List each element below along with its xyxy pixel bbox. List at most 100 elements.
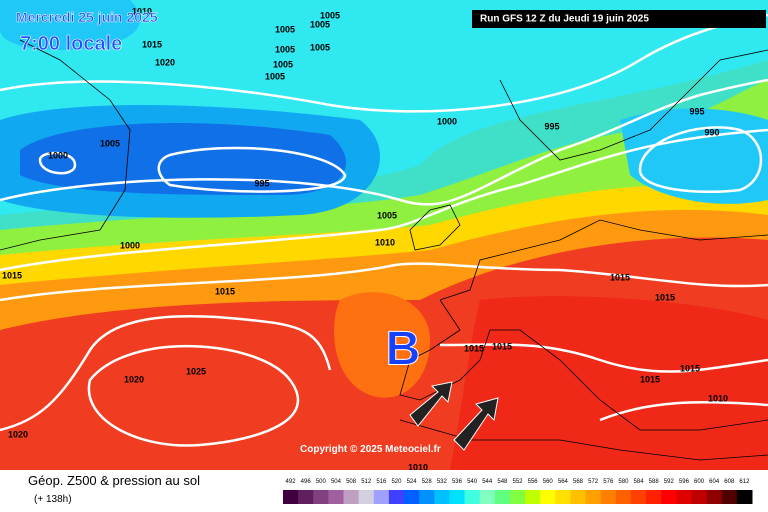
colorbar-swatch	[283, 490, 299, 504]
colorbar-label: 592	[664, 479, 675, 485]
colorbar-swatch	[328, 490, 345, 504]
colorbar-label: 524	[407, 479, 418, 485]
isobar	[439, 343, 768, 373]
colorbar-label: 504	[331, 479, 342, 485]
legend-title: Géop. Z500 & pression au sol	[28, 473, 200, 488]
coastline	[439, 219, 768, 301]
field-light-blue	[0, 0, 141, 50]
map: B 1010 1005101510201005100510051005100510…	[0, 0, 768, 472]
isobar-label: 1010	[708, 393, 728, 403]
colorbar-swatch	[646, 490, 662, 504]
colorbar-label: 544	[482, 479, 493, 485]
colorbar-swatch	[464, 490, 481, 504]
colorbar-label: 580	[618, 479, 629, 485]
colorbar-swatch	[358, 490, 375, 504]
isobar-label: 1015	[655, 292, 675, 302]
colorbar-label: 564	[558, 479, 569, 485]
isobar-label: 1000	[48, 150, 68, 160]
colorbar-swatch	[313, 490, 329, 504]
colorbar-label: 548	[497, 479, 508, 485]
colorbar-label: 572	[588, 479, 599, 485]
colorbar-label: 604	[709, 479, 720, 485]
isobar-label: 1010	[408, 462, 428, 472]
lead-time: (+ 138h)	[34, 494, 72, 505]
isobar-labels: 1010 1005 1015 1020 1005 1005 1005 1005 1005 1005…	[2, 6, 728, 472]
colorbar-swatch	[419, 490, 435, 504]
field-deep-blue	[20, 123, 346, 195]
colorbar-swatch	[630, 490, 647, 504]
colorbar-label: 584	[634, 479, 645, 485]
isobar-label: 1015	[215, 286, 235, 296]
coastline	[499, 49, 768, 161]
colorbar-swatch	[661, 490, 677, 504]
run-info: Run GFS 12 Z du Jeudi 19 juin 2025	[480, 14, 649, 25]
isobar	[0, 315, 332, 432]
colorbar-label: 568	[573, 479, 584, 485]
isobar-label: 1005	[310, 42, 330, 52]
isobar-label: 1010	[375, 237, 395, 247]
colorbar-label: 532	[437, 479, 448, 485]
isobar-label: 1020	[8, 429, 28, 439]
isobar-label: 1005	[377, 210, 397, 220]
arrow	[409, 381, 453, 427]
colorbar: 492 496 500 504 508 512 516 520 524 528 532 536 540 5…	[283, 479, 753, 504]
run-banner	[472, 10, 766, 28]
coastline	[0, 39, 131, 251]
coastline	[399, 299, 768, 431]
isobar-label: 1005	[265, 71, 285, 81]
isobar-label: 1015	[492, 341, 512, 351]
colorbar-swatch	[388, 490, 405, 504]
colorbar-label: 528	[422, 479, 433, 485]
colorbar-swatch	[298, 490, 314, 504]
colorbar-swatch	[509, 490, 526, 504]
colorbar-label: 596	[679, 479, 690, 485]
isobar	[0, 262, 768, 302]
isobar-label: 1015	[464, 343, 484, 353]
isobar-label: 1010	[132, 6, 152, 16]
colorbar-label: 492	[286, 479, 297, 485]
colorbar-swatch	[721, 490, 738, 504]
colorbar-label: 556	[528, 479, 539, 485]
isobar-label: 1000	[120, 240, 140, 250]
colorbar-swatch	[479, 490, 496, 504]
coastline	[409, 204, 461, 251]
isobar-label: 1015	[610, 272, 630, 282]
isobar	[0, 13, 768, 113]
field-deep-red	[450, 296, 768, 470]
isobar-label: 1005	[310, 19, 330, 29]
colorbar-label: 612	[739, 479, 750, 485]
isobar-label: 1005	[273, 59, 293, 69]
isobar-label: 1005	[100, 138, 120, 148]
colorbar-label: 496	[301, 479, 312, 485]
colorbar-swatch	[600, 490, 617, 504]
colorbar-swatch	[676, 490, 692, 504]
colorbar-swatch	[434, 490, 450, 504]
colorbar-swatch	[585, 490, 602, 504]
colorbar-swatch	[373, 490, 390, 504]
local-time: 7:00 locale	[20, 33, 122, 55]
colorbar-swatch	[343, 490, 360, 504]
colorbar-swatch	[570, 490, 587, 504]
valid-date: Mercredi 25 juin 2025	[16, 9, 158, 25]
isobar	[87, 345, 300, 447]
colorbar-swatch	[540, 490, 556, 504]
colorbar-swatch	[706, 490, 723, 504]
isobar	[638, 126, 763, 194]
isobar-label: 995	[689, 106, 704, 116]
isobar-label: 1005	[275, 44, 295, 54]
colorbar-label: 536	[452, 479, 463, 485]
isobar-label: 1015	[2, 270, 22, 280]
colorbar-label: 552	[512, 479, 523, 485]
isobar-label: 1020	[124, 374, 144, 384]
isobar-label: 995	[544, 121, 559, 131]
isobar	[0, 78, 768, 206]
copyright: Copyright © 2025 Meteociel.fr	[300, 444, 441, 455]
colorbar-label: 512	[361, 479, 372, 485]
colorbar-label: 608	[724, 479, 735, 485]
colorbar-label: 508	[346, 479, 357, 485]
isobar-label: 1015	[640, 374, 660, 384]
colorbar-label: 516	[376, 479, 387, 485]
isobar-label: 1025	[186, 366, 206, 376]
isobar-label: 1015	[680, 363, 700, 373]
